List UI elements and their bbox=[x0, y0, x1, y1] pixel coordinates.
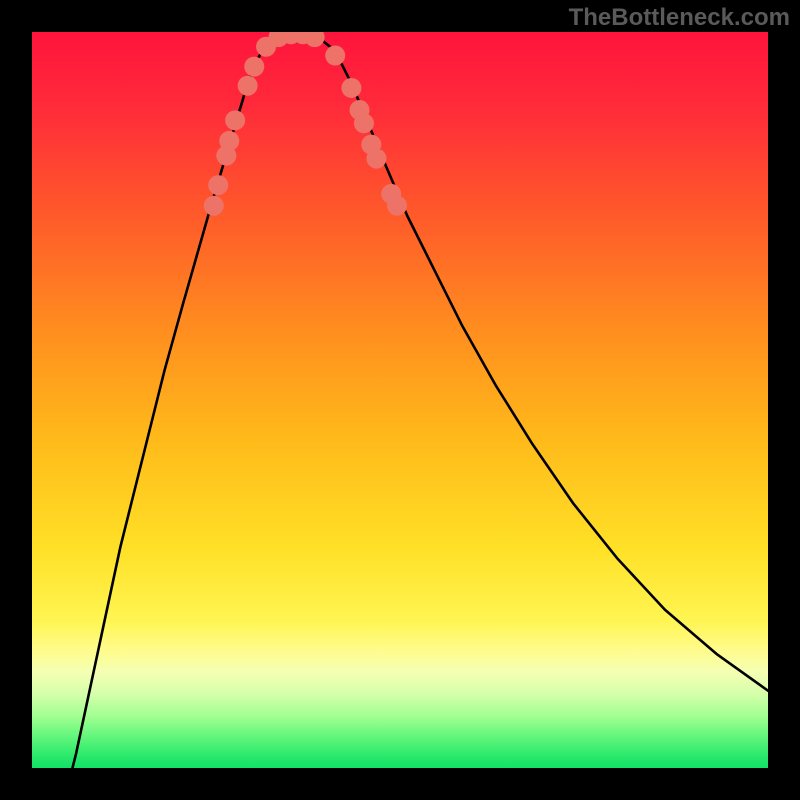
bottleneck-curve bbox=[32, 32, 768, 768]
data-marker bbox=[238, 76, 258, 96]
data-marker bbox=[225, 110, 245, 130]
chart-frame: TheBottleneck.com bbox=[0, 0, 800, 800]
data-marker bbox=[305, 32, 325, 47]
data-marker bbox=[325, 46, 345, 66]
data-marker bbox=[341, 78, 361, 98]
curve-markers bbox=[204, 32, 407, 216]
data-marker bbox=[366, 149, 386, 169]
plot-area bbox=[32, 32, 768, 768]
data-marker bbox=[204, 196, 224, 216]
data-marker bbox=[244, 57, 264, 77]
curve-line bbox=[61, 33, 768, 768]
data-marker bbox=[387, 196, 407, 216]
watermark-label: TheBottleneck.com bbox=[569, 4, 790, 32]
data-marker bbox=[219, 131, 239, 151]
data-marker bbox=[354, 113, 374, 133]
data-marker bbox=[208, 175, 228, 195]
